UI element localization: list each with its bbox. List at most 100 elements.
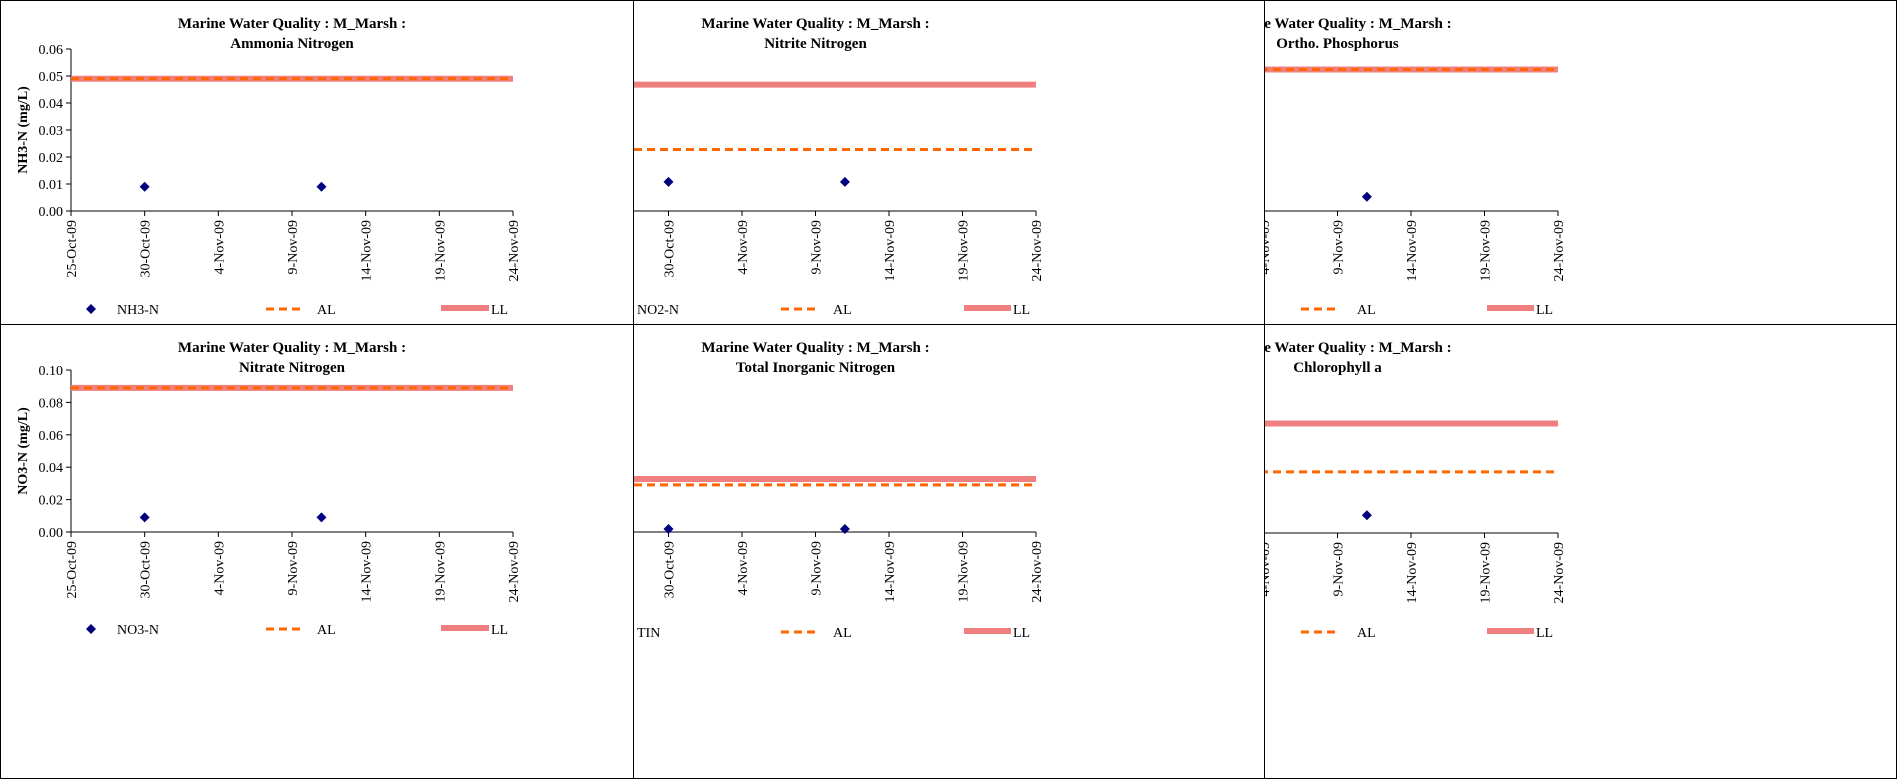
chart-panel-ammonia-nitrogen: Marine Water Quality : M_Marsh : Ammonia … <box>0 0 634 325</box>
chart-panel-chlorophyll-a: Marine Water Quality : M_Marsh : Chloroph… <box>1264 324 1897 779</box>
data-point-chlorophyll-a <box>1361 510 1372 521</box>
chart-title-line: Ammonia Nitrogen <box>230 36 354 52</box>
y-tick-label: 0.06 <box>39 43 64 58</box>
x-tick-label: 30-Oct-09 <box>139 541 154 599</box>
y-tick-label: 0.06 <box>39 429 64 444</box>
x-tick-label: 19-Nov-09 <box>957 541 972 602</box>
x-tick-label: 24-Nov-09 <box>507 220 522 281</box>
chart-svg: Marine Water Quality : M_Marsh : Ortho. P… <box>1265 16 1567 318</box>
legend-label: NH3-N <box>117 303 159 318</box>
chart-title-line: Total Inorganic Nitrogen <box>736 360 896 376</box>
legend-label: LL <box>1536 626 1553 641</box>
x-tick-label: 19-Nov-09 <box>433 220 448 281</box>
x-tick-label: 30-Oct-09 <box>663 541 678 599</box>
legend-label: AL <box>833 626 852 641</box>
y-axis-label: NO3-N (mg/L) <box>16 407 31 495</box>
chart-title-line: Marine Water Quality : M_Marsh : <box>701 16 929 32</box>
legend-label: LL <box>1013 626 1030 641</box>
data-point-ortho-p <box>1361 191 1372 202</box>
legend-label: AL <box>317 303 336 318</box>
legend-label: LL <box>1013 303 1030 318</box>
x-tick-label: 9-Nov-09 <box>1332 542 1347 596</box>
chart-panel-nitrite-nitrogen: Marine Water Quality : M_Marsh : Nitrite … <box>633 0 1265 325</box>
legend-marker-points <box>86 304 96 314</box>
legend-label: LL <box>1536 303 1553 318</box>
chart-svg: Marine Water Quality : M_Marsh : Nitrite … <box>634 16 1045 318</box>
x-tick-label: 14-Nov-09 <box>360 220 375 281</box>
chart-title-line: Marine Water Quality : M_Marsh : <box>701 340 929 356</box>
legend-label: NO2-N <box>637 303 679 318</box>
x-tick-label: 24-Nov-09 <box>1030 220 1045 281</box>
chart-panel-total-inorganic-nitrogen: Marine Water Quality : M_Marsh : Total In… <box>633 324 1265 779</box>
x-tick-label: 19-Nov-09 <box>1479 542 1494 603</box>
y-axis-label: NH3-N (mg/L) <box>16 86 31 174</box>
legend-label: NO3-N <box>117 623 159 638</box>
data-point-no3-n <box>139 512 150 523</box>
data-point-nh3-n <box>316 181 327 192</box>
y-tick-label: 0.04 <box>39 97 64 112</box>
legend-marker-points <box>86 624 96 634</box>
chart-title-line: Ortho. Phosphorus <box>1276 36 1399 52</box>
x-tick-label: 9-Nov-09 <box>286 220 301 274</box>
x-tick-label: 19-Nov-09 <box>957 220 972 281</box>
x-tick-label: 30-Oct-09 <box>663 220 678 278</box>
legend-label: AL <box>1357 626 1376 641</box>
data-point-no2-n <box>839 176 850 187</box>
x-tick-label: 25-Oct-09 <box>65 220 80 278</box>
y-tick-label: 0.00 <box>39 526 64 541</box>
x-tick-label: 14-Nov-09 <box>883 220 898 281</box>
chart-svg: Marine Water Quality : M_Marsh : Total In… <box>634 340 1045 641</box>
x-tick-label: 14-Nov-09 <box>883 541 898 602</box>
y-tick-label: 0.05 <box>39 70 64 85</box>
x-tick-label: 4-Nov-09 <box>1265 220 1273 274</box>
x-tick-label: 24-Nov-09 <box>1030 541 1045 602</box>
legend-label: AL <box>1357 303 1376 318</box>
x-tick-label: 4-Nov-09 <box>212 541 227 595</box>
chart-title-line: Chlorophyll a <box>1293 360 1382 376</box>
x-tick-label: 30-Oct-09 <box>139 220 154 278</box>
x-tick-label: 9-Nov-09 <box>1332 220 1347 274</box>
y-tick-label: 0.02 <box>39 151 64 166</box>
legend-label: TIN <box>637 626 660 641</box>
x-tick-label: 9-Nov-09 <box>286 541 301 595</box>
y-tick-label: 0.10 <box>39 364 64 379</box>
x-tick-label: 24-Nov-09 <box>1552 542 1567 603</box>
x-tick-label: 19-Nov-09 <box>1479 220 1494 281</box>
y-tick-label: 0.03 <box>39 124 64 139</box>
y-tick-label: 0.00 <box>39 205 64 220</box>
x-tick-label: 24-Nov-09 <box>507 541 522 602</box>
chart-svg: Marine Water Quality : M_Marsh : Nitrate … <box>16 340 522 638</box>
x-tick-label: 19-Nov-09 <box>433 541 448 602</box>
y-tick-label: 0.04 <box>39 461 64 476</box>
x-tick-label: 4-Nov-09 <box>736 220 751 274</box>
data-point-nh3-n <box>139 181 150 192</box>
x-tick-label: 9-Nov-09 <box>810 541 825 595</box>
legend-label: AL <box>833 303 852 318</box>
y-tick-label: 0.02 <box>39 494 64 509</box>
data-point-tin <box>839 524 850 535</box>
x-tick-label: 4-Nov-09 <box>736 541 751 595</box>
x-tick-label: 24-Nov-09 <box>1552 220 1567 281</box>
legend-label: AL <box>317 623 336 638</box>
x-tick-label: 4-Nov-09 <box>1265 542 1273 596</box>
x-tick-label: 25-Oct-09 <box>65 541 80 599</box>
chart-panel-ortho-phosphorus: Marine Water Quality : M_Marsh : Ortho. P… <box>1264 0 1897 325</box>
x-tick-label: 14-Nov-09 <box>1405 220 1420 281</box>
chart-title-line: Nitrite Nitrogen <box>764 36 867 52</box>
legend-label: LL <box>491 623 508 638</box>
chart-title-line: Marine Water Quality : M_Marsh : <box>1265 340 1452 356</box>
chart-svg: Marine Water Quality : M_Marsh : Chloroph… <box>1265 340 1567 641</box>
data-point-no3-n <box>316 512 327 523</box>
x-tick-label: 4-Nov-09 <box>212 220 227 274</box>
x-tick-label: 14-Nov-09 <box>360 541 375 602</box>
data-point-tin <box>663 524 674 535</box>
chart-title-line: Marine Water Quality : M_Marsh : <box>178 16 406 32</box>
x-tick-label: 14-Nov-09 <box>1405 542 1420 603</box>
x-tick-label: 9-Nov-09 <box>810 220 825 274</box>
chart-title-line: Marine Water Quality : M_Marsh : <box>178 340 406 356</box>
legend-label: LL <box>491 303 508 318</box>
y-tick-label: 0.01 <box>39 178 64 193</box>
y-tick-label: 0.08 <box>39 396 64 411</box>
chart-title-line: Marine Water Quality : M_Marsh : <box>1265 16 1452 32</box>
